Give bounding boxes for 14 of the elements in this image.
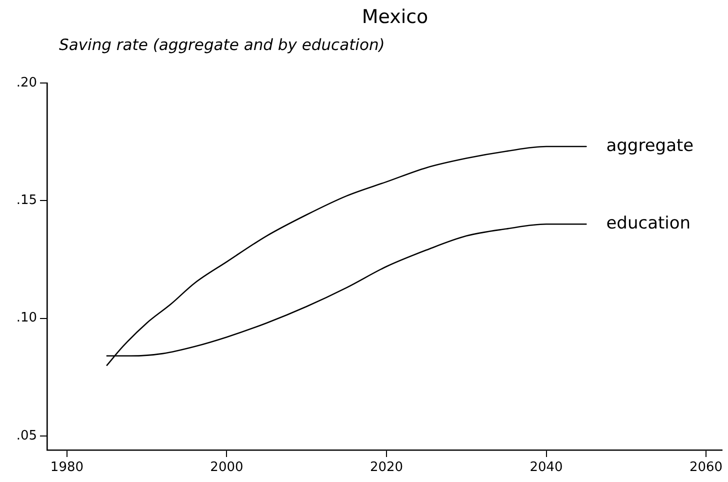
line-series	[106, 146, 587, 366]
x-tick-label: 2040	[530, 460, 563, 476]
y-tick-label: .15	[16, 193, 37, 208]
x-tick-label: 1980	[50, 460, 84, 476]
x-tick-label: 2000	[210, 460, 244, 476]
y-tick-label: .05	[16, 428, 37, 444]
y-tick-label: .20	[16, 75, 37, 90]
x-tick-label: 2020	[370, 460, 404, 476]
series-label: education	[606, 214, 691, 234]
series-label: aggregate	[606, 136, 694, 156]
chart-subtitle: Saving rate (aggregate and by education)	[59, 36, 385, 54]
x-tick-label: 2060	[689, 460, 723, 476]
y-tick-label: .10	[16, 310, 37, 326]
chart-title: Mexico	[362, 6, 428, 28]
